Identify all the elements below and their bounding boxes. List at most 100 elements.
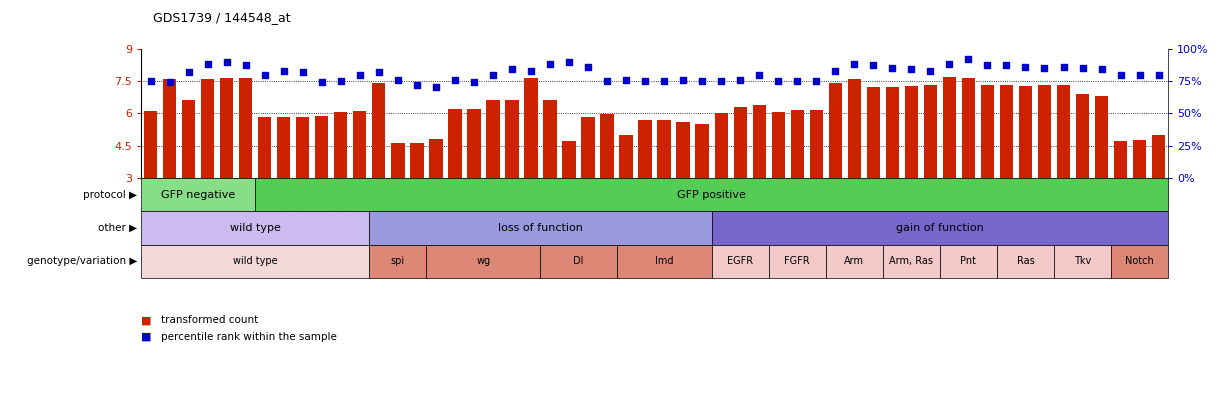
Point — [179, 69, 199, 75]
Point — [312, 79, 331, 85]
Bar — [1038, 85, 1052, 178]
Bar — [996, 245, 1054, 278]
Point — [236, 62, 255, 69]
Bar — [616, 245, 712, 278]
Point — [882, 65, 902, 71]
Bar — [582, 117, 595, 178]
Bar — [506, 100, 519, 178]
Point — [674, 77, 693, 83]
Bar — [369, 245, 427, 278]
Text: loss of function: loss of function — [498, 223, 583, 233]
Point — [369, 69, 389, 75]
Text: Pnt: Pnt — [961, 256, 977, 266]
Bar — [1112, 245, 1168, 278]
Point — [940, 61, 960, 67]
Point — [350, 71, 369, 78]
Bar — [734, 107, 747, 178]
Bar — [940, 245, 996, 278]
Point — [445, 77, 465, 83]
Point — [1072, 65, 1092, 71]
Point — [692, 78, 712, 84]
Point — [578, 64, 598, 70]
Bar — [410, 143, 423, 178]
Bar — [714, 113, 728, 178]
Text: ■: ■ — [141, 332, 152, 341]
Point — [160, 79, 179, 85]
Bar — [886, 87, 899, 178]
Bar — [239, 78, 253, 178]
Point — [978, 62, 998, 69]
Bar — [220, 78, 233, 178]
Bar — [882, 245, 940, 278]
Bar — [826, 245, 882, 278]
Bar — [1018, 86, 1032, 178]
Point — [1092, 66, 1112, 72]
Text: gain of function: gain of function — [896, 223, 984, 233]
Bar — [696, 124, 709, 178]
Text: percentile rank within the sample: percentile rank within the sample — [161, 332, 336, 341]
Text: Dl: Dl — [573, 256, 584, 266]
Text: transformed count: transformed count — [161, 315, 258, 325]
Text: wild type: wild type — [229, 223, 281, 233]
Text: ■: ■ — [141, 315, 152, 325]
Point — [750, 71, 769, 78]
Bar — [201, 79, 215, 178]
Bar — [1056, 85, 1070, 178]
Point — [255, 71, 275, 78]
Bar — [141, 178, 255, 211]
Text: Ras: Ras — [1017, 256, 1034, 266]
Point — [407, 82, 427, 88]
Text: protocol ▶: protocol ▶ — [83, 190, 137, 200]
Bar — [562, 141, 575, 178]
Bar — [752, 105, 766, 178]
Point — [293, 69, 313, 75]
Text: Arm: Arm — [844, 256, 864, 266]
Text: other ▶: other ▶ — [98, 223, 137, 233]
Point — [388, 77, 407, 83]
Bar — [353, 111, 367, 178]
Bar — [904, 86, 918, 178]
Bar — [334, 112, 347, 178]
Bar — [141, 211, 369, 245]
Bar — [924, 85, 937, 178]
Point — [844, 61, 864, 67]
Bar — [429, 139, 443, 178]
Point — [712, 78, 731, 84]
Point — [920, 67, 940, 74]
Point — [464, 79, 483, 85]
Bar — [1076, 94, 1090, 178]
Point — [636, 78, 655, 84]
Point — [730, 77, 750, 83]
Point — [217, 58, 237, 65]
Bar — [544, 100, 557, 178]
Bar — [524, 78, 537, 178]
Bar — [315, 115, 329, 178]
Point — [826, 67, 845, 74]
Bar — [427, 245, 540, 278]
Bar — [369, 211, 712, 245]
Text: Tkv: Tkv — [1074, 256, 1091, 266]
Point — [654, 78, 674, 84]
Bar — [182, 100, 195, 178]
Bar — [828, 83, 842, 178]
Bar — [467, 109, 481, 178]
Bar — [163, 79, 177, 178]
Point — [1034, 65, 1054, 71]
Bar — [810, 110, 823, 178]
Point — [1110, 71, 1130, 78]
Point — [198, 61, 217, 67]
Bar — [1114, 141, 1128, 178]
Bar — [486, 100, 499, 178]
Text: GFP negative: GFP negative — [161, 190, 236, 200]
Point — [864, 62, 883, 69]
Bar — [638, 120, 652, 178]
Bar — [391, 143, 405, 178]
Point — [768, 78, 788, 84]
Point — [1016, 64, 1036, 70]
Bar — [277, 117, 291, 178]
Bar — [144, 111, 157, 178]
Point — [502, 66, 521, 72]
Point — [331, 78, 351, 84]
Point — [806, 78, 826, 84]
Bar — [980, 85, 994, 178]
